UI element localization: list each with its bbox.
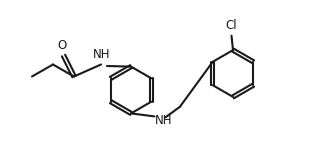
Text: NH: NH <box>155 114 172 127</box>
Text: NH: NH <box>93 48 110 62</box>
Text: Cl: Cl <box>226 19 237 32</box>
Text: O: O <box>57 39 67 52</box>
